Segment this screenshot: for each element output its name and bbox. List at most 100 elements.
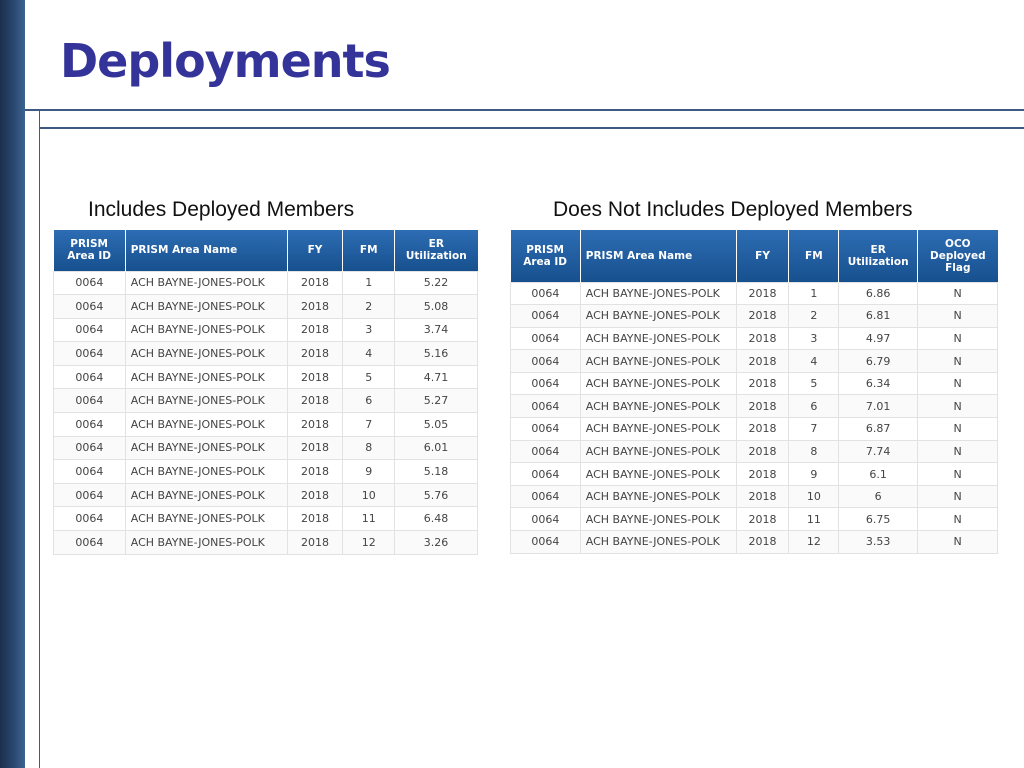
table-row: 0064 ACH BAYNE-JONES-POLK 2018 1 6.86 N — [510, 281, 998, 306]
table-row: 0064 ACH BAYNE-JONES-POLK 2018 6 5.27 — [53, 388, 478, 414]
column-header: OCO Deployed Flag — [917, 230, 998, 282]
table-row: 0064 ACH BAYNE-JONES-POLK 2018 1 5.22 — [53, 270, 478, 296]
table-cell: 2018 — [735, 462, 790, 486]
table-row: 0064 ACH BAYNE-JONES-POLK 2018 7 5.05 — [53, 412, 478, 437]
table-cell: N — [917, 394, 998, 419]
table-cell: 2018 — [735, 281, 790, 306]
table-cell: 8 — [342, 435, 396, 461]
table-cell: 12 — [788, 530, 840, 554]
table-row: 0064 ACH BAYNE-JONES-POLK 2018 12 3.53 N — [510, 530, 998, 554]
table-cell: 2018 — [286, 412, 344, 437]
column-header: FY — [287, 230, 344, 271]
table-cell: 2018 — [286, 341, 344, 366]
table-cell: 1 — [342, 270, 396, 296]
table-row: 0064 ACH BAYNE-JONES-POLK 2018 8 6.01 — [53, 435, 478, 461]
table-cell: ACH BAYNE-JONES-POLK — [124, 270, 288, 296]
table-cell: ACH BAYNE-JONES-POLK — [124, 506, 288, 532]
table-cell: 3.74 — [394, 317, 478, 343]
table-row: 0064 ACH BAYNE-JONES-POLK 2018 4 5.16 — [53, 341, 478, 366]
table-cell: ACH BAYNE-JONES-POLK — [124, 341, 288, 366]
table-cell: 2018 — [286, 364, 344, 390]
table-cell: 2018 — [286, 388, 344, 414]
left-table-caption: Includes Deployed Members — [88, 198, 355, 221]
table-cell: 7 — [788, 417, 840, 441]
table-cell: 9 — [342, 459, 396, 484]
table-cell: 5.18 — [394, 459, 478, 484]
table-cell: N — [917, 304, 998, 328]
table-cell: 2 — [342, 294, 396, 319]
table-cell: 6 — [838, 484, 919, 509]
table-cell: 6.86 — [838, 281, 919, 306]
table-cell: 2018 — [735, 417, 790, 441]
table-row: 0064 ACH BAYNE-JONES-POLK 2018 11 6.75 N — [510, 507, 998, 532]
table-cell: 2018 — [735, 371, 790, 396]
table-cell: 4.71 — [394, 364, 478, 390]
table-cell: N — [917, 462, 998, 486]
table-cell: 0064 — [53, 270, 126, 296]
column-header: FY — [736, 230, 790, 282]
table-cell: 8 — [788, 439, 840, 464]
table-cell: 0064 — [510, 371, 581, 396]
slide-title: Deployments — [60, 34, 391, 88]
table-cell: ACH BAYNE-JONES-POLK — [124, 388, 288, 414]
table-row: 0064 ACH BAYNE-JONES-POLK 2018 3 4.97 N — [510, 326, 998, 351]
table-row: 0064 ACH BAYNE-JONES-POLK 2018 12 3.26 — [53, 530, 478, 555]
table-cell: ACH BAYNE-JONES-POLK — [579, 507, 737, 532]
table-cell: 6.79 — [838, 349, 919, 373]
table-cell: 0064 — [510, 484, 581, 509]
margin-red-rule — [39, 110, 40, 768]
table-cell: 5.05 — [394, 412, 478, 437]
side-accent-bar — [0, 0, 25, 768]
column-header: PRISM Area Name — [125, 230, 288, 271]
table-cell: 0064 — [53, 412, 126, 437]
table-cell: 2018 — [735, 394, 790, 419]
table-cell: 2018 — [735, 439, 790, 464]
table-row: 0064 ACH BAYNE-JONES-POLK 2018 9 5.18 — [53, 459, 478, 484]
table-cell: 0064 — [53, 341, 126, 366]
table-cell: 3 — [342, 317, 396, 343]
table-cell: 5.76 — [394, 482, 478, 508]
table-cell: ACH BAYNE-JONES-POLK — [579, 484, 737, 509]
table-cell: 0064 — [53, 317, 126, 343]
table-cell: 2018 — [735, 507, 790, 532]
table-cell: N — [917, 507, 998, 532]
table-cell: 0064 — [53, 506, 126, 532]
table-row: 0064 ACH BAYNE-JONES-POLK 2018 11 6.48 — [53, 506, 478, 532]
table-cell: 4.97 — [838, 326, 919, 351]
table-cell: 6 — [788, 394, 840, 419]
table-cell: 0064 — [53, 364, 126, 390]
table-cell: 3.53 — [838, 530, 919, 554]
table-cell: 0064 — [510, 417, 581, 441]
column-header: ER Utilization — [394, 230, 478, 271]
table-row: 0064 ACH BAYNE-JONES-POLK 2018 4 6.79 N — [510, 349, 998, 373]
table-cell: ACH BAYNE-JONES-POLK — [579, 462, 737, 486]
table-header-row: PRISM Area ID PRISM Area Name FY FM ER Utiliza… — [53, 230, 478, 271]
table-cell: 0064 — [510, 394, 581, 419]
table-cell: ACH BAYNE-JONES-POLK — [124, 435, 288, 461]
table-cell: 2018 — [735, 304, 790, 328]
table-cell: 2018 — [286, 270, 344, 296]
column-header: FM — [788, 230, 840, 282]
table-cell: 2018 — [286, 435, 344, 461]
table-cell: 0064 — [510, 507, 581, 532]
table-cell: 2018 — [286, 294, 344, 319]
table-cell: N — [917, 417, 998, 441]
table-cell: 2018 — [286, 530, 344, 555]
table-cell: N — [917, 484, 998, 509]
table-cell: 6.1 — [838, 462, 919, 486]
table-cell: 5.22 — [394, 270, 478, 296]
title-divider-top — [25, 109, 1024, 111]
table-cell: ACH BAYNE-JONES-POLK — [579, 326, 737, 351]
table-cell: 6.34 — [838, 371, 919, 396]
table-cell: 9 — [788, 462, 840, 486]
table-cell: 2018 — [735, 349, 790, 373]
table-cell: 11 — [342, 506, 396, 532]
table-row: 0064 ACH BAYNE-JONES-POLK 2018 10 5.76 — [53, 482, 478, 508]
table-cell: 0064 — [53, 459, 126, 484]
table-cell: 0064 — [53, 388, 126, 414]
table-cell: N — [917, 281, 998, 306]
table-cell: ACH BAYNE-JONES-POLK — [579, 371, 737, 396]
table-cell: 0064 — [53, 530, 126, 555]
table-cell: 2018 — [735, 484, 790, 509]
table-row: 0064 ACH BAYNE-JONES-POLK 2018 6 7.01 N — [510, 394, 998, 419]
